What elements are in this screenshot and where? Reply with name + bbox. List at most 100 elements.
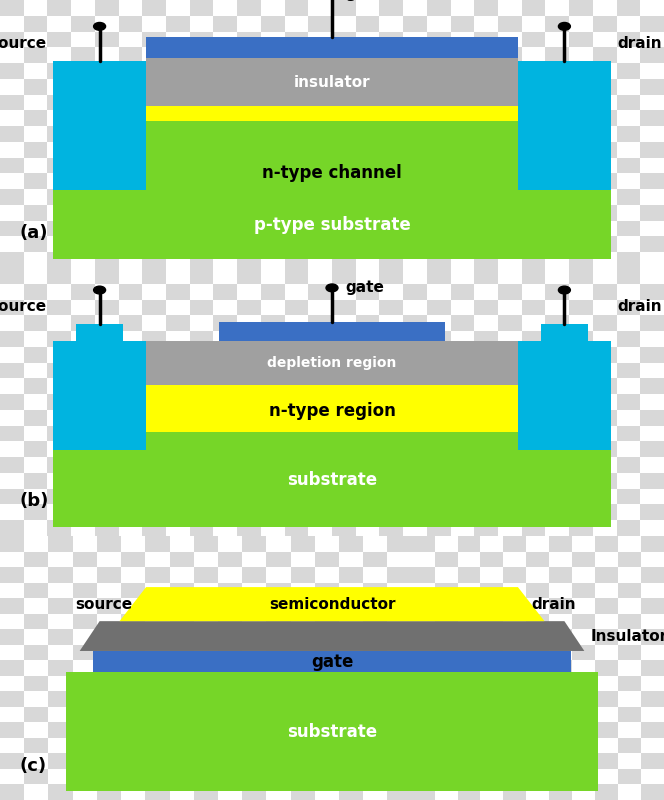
Bar <box>308 394 332 410</box>
Bar <box>0 660 24 676</box>
Bar <box>261 189 285 205</box>
Bar <box>213 205 237 221</box>
Bar <box>266 536 291 551</box>
Bar <box>0 0 24 16</box>
Bar <box>47 473 71 489</box>
Text: drain: drain <box>618 36 662 50</box>
Bar <box>379 489 403 505</box>
Bar <box>291 707 315 722</box>
Bar <box>97 567 121 582</box>
Bar <box>190 315 213 331</box>
Bar <box>545 347 569 362</box>
Bar <box>451 331 474 347</box>
Bar <box>498 268 522 284</box>
Bar <box>545 189 569 205</box>
Text: gate: gate <box>311 653 353 670</box>
Bar <box>0 785 24 800</box>
Bar <box>166 47 190 63</box>
Bar <box>71 268 95 284</box>
Bar <box>119 158 142 174</box>
Bar <box>379 473 403 489</box>
Bar <box>640 16 664 31</box>
Bar <box>356 394 379 410</box>
Bar <box>569 0 593 16</box>
Bar <box>213 221 237 237</box>
Bar <box>498 315 522 331</box>
Bar <box>261 268 285 284</box>
Bar <box>95 505 119 520</box>
Bar <box>503 614 527 629</box>
Bar <box>518 61 611 190</box>
Bar <box>595 707 618 722</box>
Bar <box>0 284 24 299</box>
Bar <box>166 79 190 94</box>
Bar <box>24 79 47 94</box>
Bar <box>24 598 48 614</box>
Bar <box>403 237 427 252</box>
Bar <box>315 707 339 722</box>
Bar <box>549 754 572 769</box>
Bar <box>119 299 142 315</box>
Text: insulator: insulator <box>293 74 371 90</box>
Bar <box>24 738 48 754</box>
Bar <box>308 347 332 362</box>
Bar <box>569 189 593 205</box>
Bar <box>522 331 545 347</box>
Bar <box>498 221 522 237</box>
Bar <box>97 614 121 629</box>
Bar <box>498 63 522 79</box>
Bar <box>332 505 356 520</box>
Bar <box>435 567 457 582</box>
Bar <box>95 0 119 16</box>
Bar <box>0 378 24 394</box>
Bar <box>71 79 95 94</box>
Bar <box>569 16 593 31</box>
Bar <box>285 174 308 189</box>
Bar <box>451 473 474 489</box>
Bar <box>218 722 242 738</box>
Bar <box>435 582 457 598</box>
Bar <box>166 16 190 31</box>
Bar <box>119 268 142 284</box>
Bar <box>95 410 119 426</box>
Bar <box>166 142 190 158</box>
Bar <box>593 237 617 252</box>
Bar <box>97 754 121 769</box>
Bar <box>522 126 545 142</box>
Bar <box>194 785 218 800</box>
Bar <box>0 79 24 94</box>
Bar <box>71 31 95 47</box>
Bar <box>522 221 545 237</box>
Bar <box>522 79 545 94</box>
Bar <box>572 629 595 645</box>
Bar <box>388 754 412 769</box>
Bar <box>403 79 427 94</box>
Bar <box>457 738 481 754</box>
Bar <box>121 567 145 582</box>
Bar <box>285 237 308 252</box>
Bar <box>24 629 48 645</box>
Bar <box>71 347 95 362</box>
Bar <box>47 331 71 347</box>
Bar <box>640 284 664 299</box>
Bar <box>308 284 332 299</box>
Bar <box>388 582 412 598</box>
Bar <box>527 660 549 676</box>
Bar <box>435 676 457 691</box>
Bar <box>569 142 593 158</box>
Bar <box>166 284 190 299</box>
Bar <box>498 426 522 442</box>
Bar <box>474 284 498 299</box>
Bar <box>549 551 572 567</box>
Bar <box>97 551 121 567</box>
Bar <box>595 660 618 676</box>
Bar <box>572 754 595 769</box>
Bar <box>332 284 356 299</box>
Bar <box>47 299 71 315</box>
Text: n-type region: n-type region <box>268 402 396 420</box>
Bar <box>166 299 190 315</box>
Bar <box>474 142 498 158</box>
Bar <box>119 347 142 362</box>
Bar <box>119 252 142 268</box>
Bar <box>190 94 213 110</box>
